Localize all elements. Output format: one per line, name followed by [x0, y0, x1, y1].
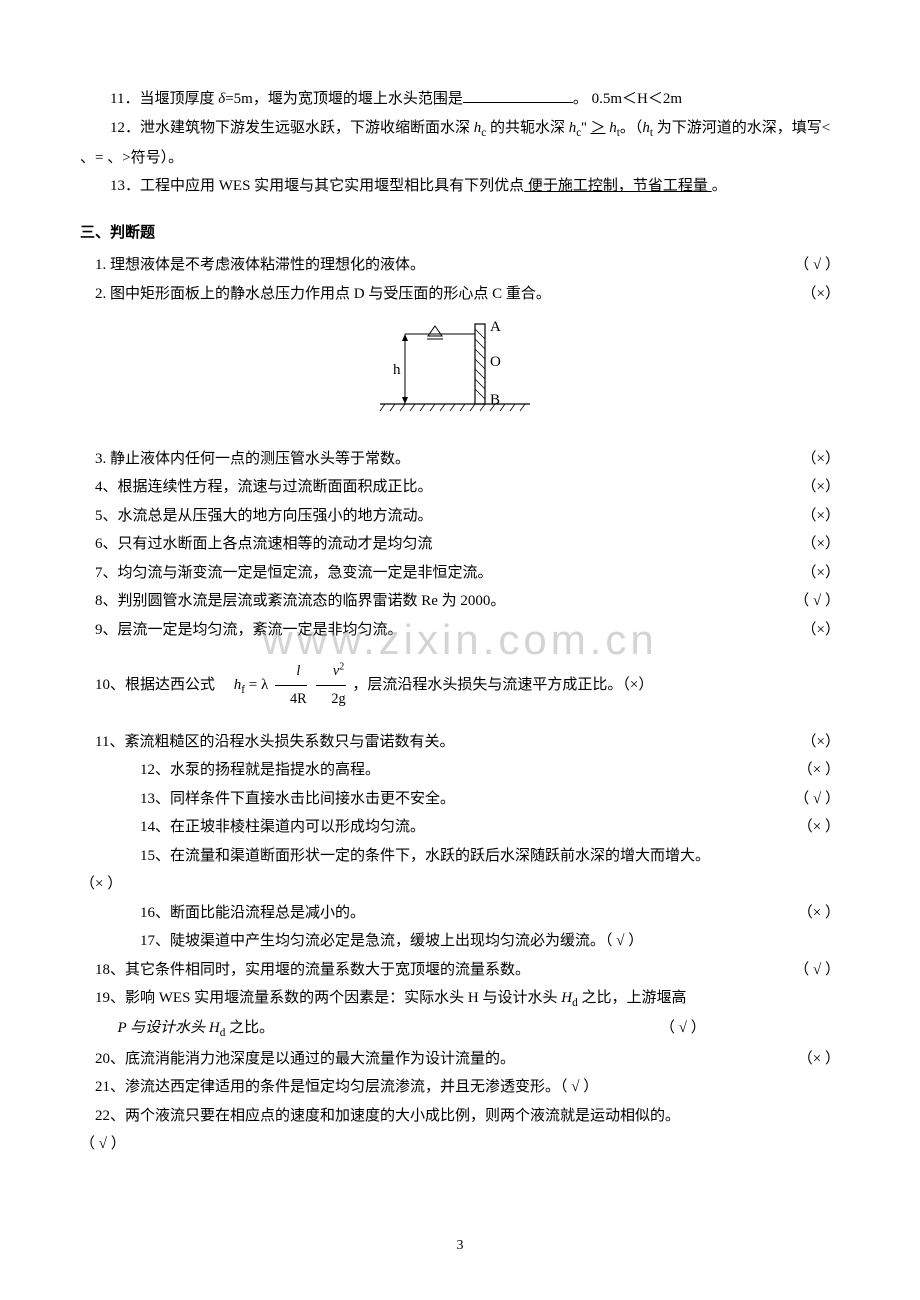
- judgment-5: 5、水流总是从压强大的地方向压强小的地方流动。（×）: [80, 502, 840, 531]
- answer-mark: （× ）: [760, 1045, 840, 1074]
- blank-underline: [463, 88, 573, 103]
- answer-mark: （×）: [760, 616, 840, 645]
- text: 。 0.5m＜H＜2m: [573, 91, 682, 107]
- question-text: 16、断面比能沿流程总是减小的。: [80, 899, 760, 928]
- text: 。: [712, 178, 727, 194]
- section-3-title: 三、判断题: [80, 219, 840, 248]
- judgment-18: 18、其它条件相同时，实用堰的流量系数大于宽顶堰的流量系数。（ √ ）: [80, 956, 840, 985]
- label-B: B: [490, 392, 500, 408]
- question-text: 5、水流总是从压强大的地方向压强小的地方流动。: [80, 502, 760, 531]
- judgment-22-answer: （ √ ）: [80, 1130, 840, 1159]
- answer-mark: （×）: [760, 530, 840, 559]
- question-text: 7、均匀流与渐变流一定是恒定流，急变流一定是非恒定流。: [80, 559, 760, 588]
- text: 13．工程中应用 WES 实用堰与其它实用堰型相比具有下列优点: [110, 178, 524, 194]
- judgment-9: 9、层流一定是均匀流，紊流一定是非均匀流。（×）: [80, 616, 840, 645]
- text: 的共轭水深: [486, 120, 569, 136]
- answer-mark: （× ）: [760, 899, 840, 928]
- judgment-1: 1. 理想液体是不考虑液体粘滞性的理想化的液体。 （ √ ）: [80, 251, 840, 280]
- question-13: 13．工程中应用 WES 实用堰与其它实用堰型相比具有下列优点 便于施工控制，节…: [80, 172, 840, 201]
- question-text: 9、层流一定是均匀流，紊流一定是非均匀流。: [80, 616, 760, 645]
- answer-mark: （×）: [760, 445, 840, 474]
- judgment-16: 16、断面比能沿流程总是减小的。（× ）: [80, 899, 840, 928]
- answer-mark: （×）: [760, 559, 840, 588]
- question-text: 4、根据连续性方程，流速与过流断面面积成正比。: [80, 473, 760, 502]
- judgment-7: 7、均匀流与渐变流一定是恒定流，急变流一定是非恒定流。（×）: [80, 559, 840, 588]
- judgment-21: 21、渗流达西定律适用的条件是恒定均匀层流渗流，并且无渗透变形。（ √ ）: [80, 1073, 840, 1102]
- label-O: O: [490, 354, 501, 370]
- question-text: 14、在正坡非棱柱渠道内可以形成均匀流。: [80, 813, 760, 842]
- judgment-12: 12、水泵的扬程就是指提水的高程。（× ）: [80, 756, 840, 785]
- judgment-17: 17、陡坡渠道中产生均匀流必定是急流，缓坡上出现均匀流必为缓流。（ √ ）: [80, 927, 840, 956]
- var-h: h: [642, 120, 650, 136]
- answer-mark: （ √ ）: [760, 785, 840, 814]
- judgment-19-line1: 19、影响 WES 实用堰流量系数的两个因素是：实际水头 H 与设计水头 Hd …: [80, 984, 840, 1014]
- answer-mark: （×）: [760, 502, 840, 531]
- judgment-20: 20、底流消能消力池深度是以通过的最大流量作为设计流量的。（× ）: [80, 1045, 840, 1074]
- text: ，层流沿程水头损失与流速平方成正比。（×）: [352, 677, 653, 693]
- question-text: 2. 图中矩形面板上的静水总压力作用点 D 与受压面的形心点 C 重合。: [80, 280, 760, 309]
- diagram-figure: h A O B: [80, 314, 840, 435]
- answer-underline: ＞: [590, 120, 605, 136]
- question-text: 12、水泵的扬程就是指提水的高程。: [80, 756, 760, 785]
- text: 。（: [620, 120, 643, 136]
- answer-mark: （ √ ）: [660, 1014, 840, 1043]
- answer-mark: （ √ ）: [760, 956, 840, 985]
- darcy-formula: hf = λ l4R v22g: [219, 658, 349, 713]
- answer-mark: （×）: [760, 473, 840, 502]
- judgment-15-answer: （× ）: [80, 870, 840, 899]
- question-text: 1. 理想液体是不考虑液体粘滞性的理想化的液体。: [80, 251, 760, 280]
- var-h: h: [609, 120, 617, 136]
- question-12: 12．泄水建筑物下游发生远驱水跃，下游收缩断面水深 hc 的共轭水深 hc'' …: [80, 114, 840, 173]
- label-h: h: [393, 362, 401, 378]
- judgment-3: 3. 静止液体内任何一点的测压管水头等于常数。（×）: [80, 445, 840, 474]
- judgment-15: 15、在流量和渠道断面形状一定的条件下，水跃的跃后水深随跃前水深的增大而增大。: [80, 842, 840, 871]
- judgment-11: 11、紊流粗糙区的沿程水头损失系数只与雷诺数有关。（×）: [80, 728, 840, 757]
- question-text: 18、其它条件相同时，实用堰的流量系数大于宽顶堰的流量系数。: [80, 956, 760, 985]
- text: 11．当堰顶厚度: [110, 91, 218, 107]
- question-text: 6、只有过水断面上各点流速相等的流动才是均匀流: [80, 530, 760, 559]
- answer-mark: （×）: [760, 728, 840, 757]
- text: 12．泄水建筑物下游发生远驱水跃，下游收缩断面水深: [110, 120, 474, 136]
- judgment-22: 22、两个液流只要在相应点的速度和加速度的大小成比例，则两个液流就是运动相似的。: [80, 1102, 840, 1131]
- question-text: 13、同样条件下直接水击比间接水击更不安全。: [80, 785, 760, 814]
- question-text: 20、底流消能消力池深度是以通过的最大流量作为设计流量的。: [80, 1045, 760, 1074]
- judgment-14: 14、在正坡非棱柱渠道内可以形成均匀流。（× ）: [80, 813, 840, 842]
- answer-mark: （×）: [760, 280, 840, 309]
- text: 10、根据达西公式: [95, 677, 219, 693]
- judgment-13: 13、同样条件下直接水击比间接水击更不安全。（ √ ）: [80, 785, 840, 814]
- judgment-6: 6、只有过水断面上各点流速相等的流动才是均匀流（×）: [80, 530, 840, 559]
- question-text: 8、判别圆管水流是层流或紊流流态的临界雷诺数 Re 为 2000。: [80, 587, 760, 616]
- question-text: 11、紊流粗糙区的沿程水头损失系数只与雷诺数有关。: [80, 728, 760, 757]
- question-text: 3. 静止液体内任何一点的测压管水头等于常数。: [80, 445, 760, 474]
- label-A: A: [490, 319, 501, 335]
- answer-mark: （ √ ）: [760, 587, 840, 616]
- judgment-19-line2: P 与设计水头 Hd 之比。 （ √ ）: [80, 1014, 840, 1044]
- answer-mark: （× ）: [760, 756, 840, 785]
- answer-mark: （× ）: [760, 813, 840, 842]
- answer-mark: （ √ ）: [760, 251, 840, 280]
- answer-underline: 便于施工控制，节省工程量: [524, 178, 712, 194]
- judgment-4: 4、根据连续性方程，流速与过流断面面积成正比。（×）: [80, 473, 840, 502]
- judgment-10: 10、根据达西公式 hf = λ l4R v22g ，层流沿程水头损失与流速平方…: [80, 658, 840, 713]
- judgment-2: 2. 图中矩形面板上的静水总压力作用点 D 与受压面的形心点 C 重合。 （×）: [80, 280, 840, 309]
- question-11: 11．当堰顶厚度 δ=5m，堰为宽顶堰的堰上水头范围是。 0.5m＜H＜2m: [80, 85, 840, 114]
- page-number: 3: [0, 1233, 920, 1260]
- text: =5m，堰为宽顶堰的堰上水头范围是: [225, 91, 463, 107]
- judgment-8: 8、判别圆管水流是层流或紊流流态的临界雷诺数 Re 为 2000。（ √ ）: [80, 587, 840, 616]
